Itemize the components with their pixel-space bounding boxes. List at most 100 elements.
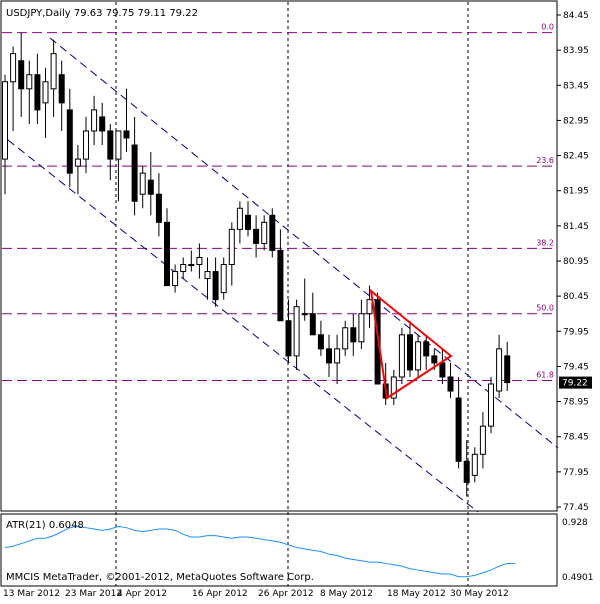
- candle: [196, 243, 203, 279]
- candle: [18, 32, 25, 117]
- candle: [350, 313, 357, 356]
- candle-body-up: [488, 383, 494, 427]
- candle: [253, 215, 260, 258]
- channel-upper-line[interactable]: [49, 37, 559, 449]
- candle-body-up: [358, 313, 365, 343]
- price-tick-label: 77.45: [563, 503, 589, 513]
- candle: [471, 447, 478, 483]
- candle: [455, 376, 462, 469]
- candle: [123, 88, 130, 153]
- candle: [2, 74, 8, 195]
- price-tick-label: 79.95: [563, 327, 589, 337]
- fib-level-label: 23.6: [536, 156, 554, 165]
- candle: [220, 257, 227, 300]
- candle-body-down: [164, 221, 170, 287]
- candle: [180, 257, 187, 279]
- triangle-shape[interactable]: [369, 288, 453, 400]
- candle-body-up: [10, 53, 17, 83]
- grid-lines: [115, 2, 469, 586]
- candle-body-up: [2, 81, 8, 160]
- candle-body-up: [261, 221, 268, 244]
- candle: [236, 201, 243, 244]
- candle-body-up: [366, 299, 373, 315]
- price-tick-label: 81.45: [563, 222, 589, 232]
- atr-axis: 0.928 0.4901: [562, 518, 594, 583]
- candle: [115, 130, 122, 202]
- candle: [99, 102, 106, 146]
- candle: [447, 362, 454, 399]
- candle-body-up: [204, 271, 211, 280]
- candle: [139, 166, 146, 209]
- candle: [398, 327, 405, 384]
- price-tick-label: 83.45: [563, 81, 589, 91]
- candle: [164, 208, 170, 287]
- candle: [390, 369, 397, 406]
- candle-body-up: [228, 228, 235, 266]
- candle-body-down: [309, 313, 316, 336]
- candle-body-up: [236, 207, 243, 230]
- price-channel[interactable]: [7, 37, 559, 513]
- current-price-marker: 79.22: [559, 376, 592, 389]
- candle-body-down: [34, 74, 41, 111]
- candle-body-up: [115, 130, 122, 160]
- fib-level-label: 0.0: [541, 23, 554, 32]
- candle-body-down: [155, 193, 162, 223]
- candle-body-down: [463, 460, 470, 483]
- date-tick-label: 13 Mar 2012: [3, 589, 60, 599]
- candle-body-up: [74, 158, 81, 167]
- candle: [26, 60, 33, 124]
- candle: [317, 320, 324, 356]
- candle-body-up: [139, 172, 146, 195]
- candle-body-down: [18, 60, 25, 90]
- candle-body-down: [131, 144, 138, 202]
- date-tick-label: 8 May 2012: [320, 589, 373, 599]
- candle: [334, 334, 341, 384]
- current-price-label: 79.22: [562, 379, 588, 389]
- date-tick-label: 26 Apr 2012: [258, 589, 314, 599]
- date-tick-label: 16 Apr 2012: [192, 589, 248, 599]
- candle-body-up: [496, 348, 503, 392]
- price-axis: 84.45 83.95 83.45 82.95 82.45 81.95 81.45 80.95…: [557, 11, 589, 513]
- candle: [50, 39, 57, 117]
- price-tick-label: 80.95: [563, 257, 589, 267]
- candle-body-down: [431, 355, 438, 364]
- candle: [34, 53, 41, 124]
- candle: [358, 299, 365, 349]
- candle-body-up: [91, 109, 98, 132]
- candle: [277, 229, 284, 322]
- candle: [269, 208, 276, 258]
- channel-lower-line[interactable]: [7, 139, 479, 513]
- date-tick-label: 4 Apr 2012: [117, 589, 167, 599]
- candle: [172, 264, 179, 293]
- candle-body-up: [342, 327, 349, 350]
- candle-body-up: [471, 453, 478, 476]
- atr-tick-label: 0.928: [562, 518, 588, 528]
- candle: [407, 320, 413, 377]
- date-tick-label: 23 Mar 2012: [65, 589, 122, 599]
- fibonacci-retracement[interactable]: 0.0 23.6 38.2 50.0 61.8: [2, 23, 556, 381]
- candle: [147, 152, 154, 216]
- triangle-pattern[interactable]: [369, 288, 453, 400]
- candle-body-down: [277, 249, 284, 322]
- fib-level-label: 61.8: [536, 370, 554, 379]
- price-tick-label: 82.45: [563, 152, 589, 162]
- candle-body-up: [42, 81, 49, 104]
- candle: [131, 116, 138, 216]
- candle: [212, 257, 219, 307]
- date-tick-label: 30 May 2012: [450, 589, 509, 599]
- price-tick-label: 80.45: [563, 292, 589, 302]
- atr-pane[interactable]: [0, 513, 558, 587]
- candle-body-up: [390, 376, 397, 399]
- candle-body-down: [58, 74, 65, 104]
- atr-tick-label: 0.4901: [562, 573, 594, 583]
- candle-body-down: [407, 334, 413, 371]
- candle: [204, 257, 211, 300]
- candle: [326, 334, 332, 377]
- candle: [463, 440, 470, 497]
- candle: [415, 334, 422, 377]
- price-tick-label: 77.95: [563, 468, 589, 478]
- candle: [188, 250, 195, 272]
